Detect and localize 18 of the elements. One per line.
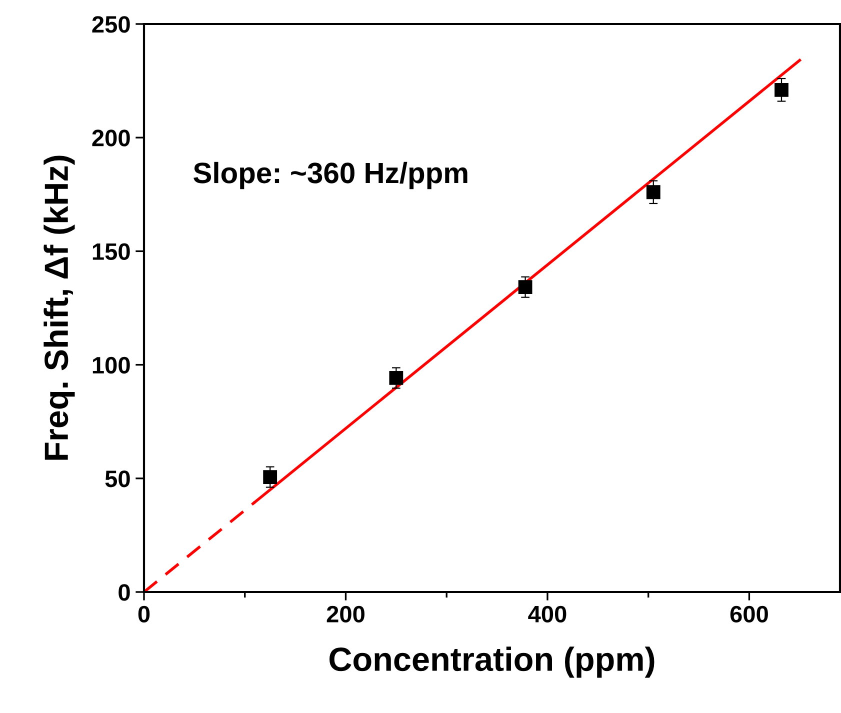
y-tick-label: 150 [92, 243, 130, 260]
x-tick-label: 600 [730, 606, 768, 623]
x-axis-title: Concentration (ppm) [330, 646, 654, 678]
y-tick-label: 0 [118, 584, 130, 601]
point [263, 470, 278, 484]
point [646, 185, 660, 200]
point [518, 280, 532, 294]
point [389, 371, 404, 385]
y-tick-label: 200 [92, 130, 130, 146]
y-tick-label: 100 [92, 356, 130, 374]
x-tick-label: 0 [138, 606, 150, 623]
annotation: Slope: ~360 Hz/ppm [194, 162, 468, 190]
y-tick-label: 250 [92, 16, 130, 33]
x-tick-label: 400 [528, 606, 566, 623]
y-axis-title: Freq. Shift, Δf (kHz) [44, 156, 75, 460]
y-tick-label: 50 [105, 470, 130, 488]
x-tick-label: 200 [326, 606, 364, 623]
point [774, 82, 788, 97]
